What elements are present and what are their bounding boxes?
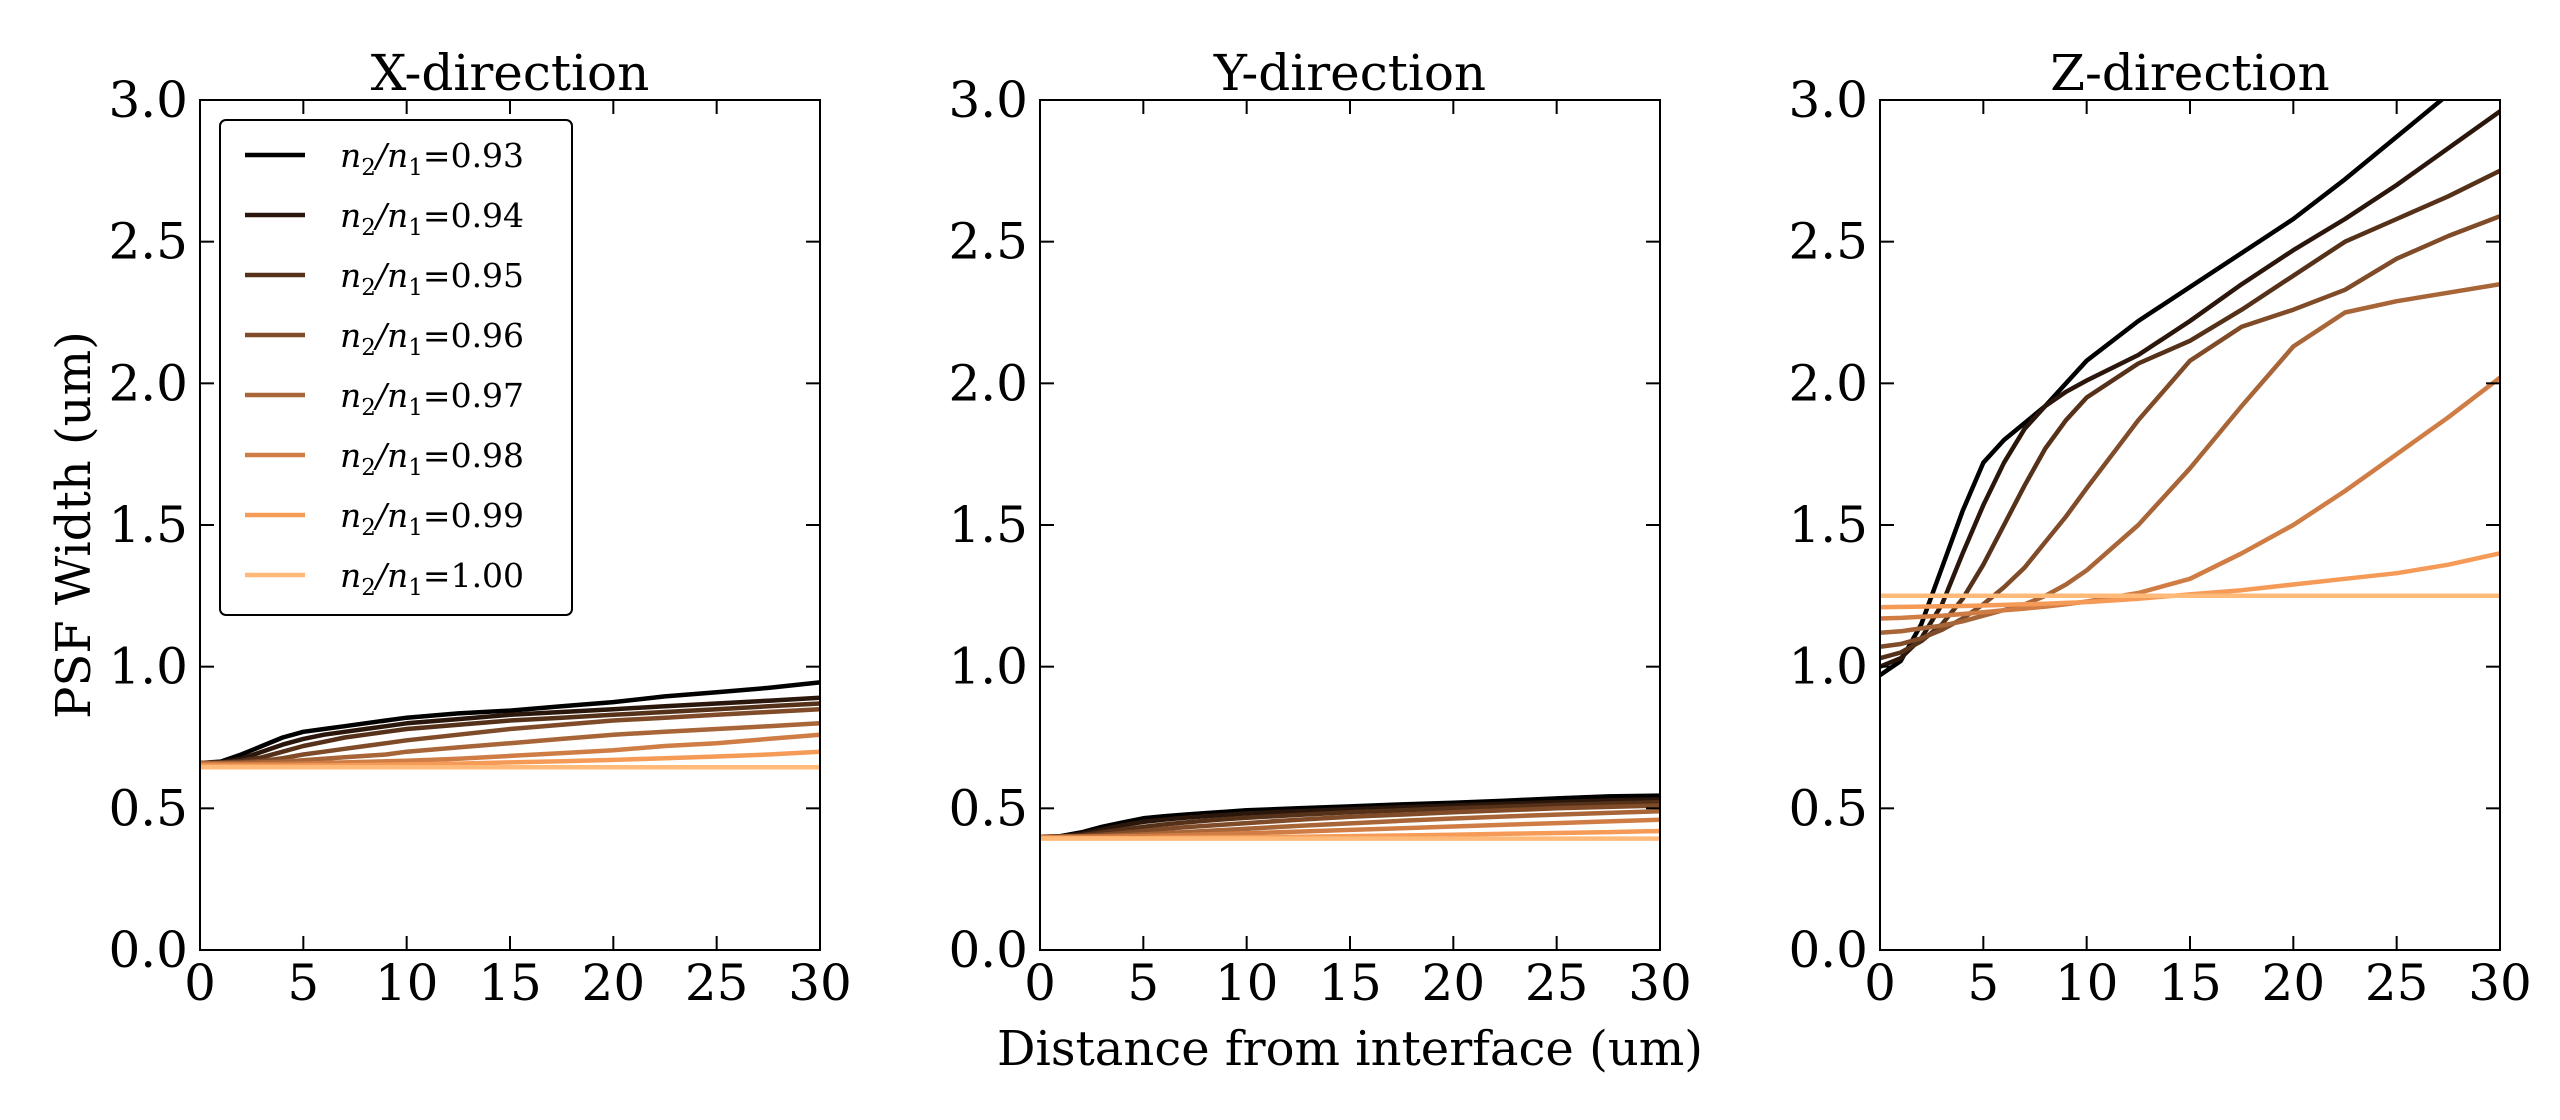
panel-x-direction: X-direction 0 5 10 15 20 25 30 0.0 0.5 1…: [108, 44, 851, 1012]
x-tick-label: 15: [478, 954, 542, 1012]
x-tick-label: 30: [788, 954, 852, 1012]
y-tick-label: 0.5: [948, 779, 1028, 837]
legend-label: n2/n1=0.98: [340, 436, 524, 481]
legend-label: n2/n1=0.99: [340, 496, 524, 541]
y-tick-label: 0.5: [1788, 779, 1868, 837]
y-tick-label: 2.5: [1788, 213, 1868, 271]
y-tick-label: 2.0: [108, 354, 188, 412]
legend-item: n2/n1=0.98: [245, 436, 524, 481]
y-tick-label: 3.0: [108, 71, 188, 129]
y-tick-label: 3.0: [948, 71, 1028, 129]
x-tick-label: 30: [1628, 954, 1692, 1012]
y-axis-label: PSF Width (um): [46, 331, 102, 719]
y-tick-label: 2.0: [1788, 354, 1868, 412]
y-tick-label: 0.0: [108, 921, 188, 979]
x-tick-label: 25: [1525, 954, 1589, 1012]
x-tick-label: 15: [1318, 954, 1382, 1012]
y-tick-label: 2.5: [948, 213, 1028, 271]
y-tick-label: 0.0: [1788, 921, 1868, 979]
x-tick-label: 10: [375, 954, 439, 1012]
x-tick-label: 20: [2262, 954, 2326, 1012]
x-tick-label: 5: [1967, 954, 1999, 1012]
legend-item: n2/n1=0.94: [245, 196, 524, 241]
x-tick-label: 10: [2055, 954, 2119, 1012]
x-tick-label: 0: [1864, 954, 1896, 1012]
series-line: [200, 680, 820, 766]
series-line: [200, 701, 820, 766]
panel-y-direction: Y-direction 0 5 10 15 20 25 30 0.0 0.5 1…: [948, 44, 1691, 1012]
x-tick-label: 15: [2158, 954, 2222, 1012]
x-tick-label: 25: [2365, 954, 2429, 1012]
series-line: [1880, 100, 2445, 678]
y-tick-label: 1.5: [948, 496, 1028, 554]
x-tick-label: 20: [582, 954, 646, 1012]
x-tick-label: 10: [1215, 954, 1279, 1012]
x-tick-label: 5: [1127, 954, 1159, 1012]
x-tick-label: 25: [685, 954, 749, 1012]
legend: n2/n1=0.93 n2/n1=0.94 n2/n1=0.95 n2/n1=0.96…: [219, 119, 573, 616]
legend-label: n2/n1=0.95: [340, 256, 524, 301]
y-tick-label: 1.0: [108, 638, 188, 696]
legend-item: n2/n1=0.95: [245, 256, 524, 301]
legend-label: n2/n1=0.93: [340, 136, 524, 181]
legend-item: n2/n1=0.99: [245, 496, 524, 541]
y-tick-label: 0.0: [948, 921, 1028, 979]
x-tick-label: 20: [1422, 954, 1486, 1012]
x-tick-label: 0: [184, 954, 216, 1012]
legend-label: n2/n1=0.94: [340, 196, 524, 241]
series-line: [200, 695, 820, 766]
legend-label: n2/n1=1.00: [340, 556, 524, 601]
series-line: [1040, 793, 1660, 839]
x-axis-label: Distance from interface (um): [997, 1021, 1703, 1077]
legend-label: n2/n1=0.97: [340, 376, 524, 421]
y-tick-label: 1.5: [1788, 496, 1868, 554]
x-tick-label: 5: [287, 954, 319, 1012]
panel-title: Z-direction: [2050, 44, 2330, 102]
y-tick-label: 2.0: [948, 354, 1028, 412]
legend-item: n2/n1=1.00: [245, 556, 524, 601]
panel-z-direction: Z-direction 0 5 10 15 20 25 30 0.0 0.5 1…: [1788, 44, 2531, 1012]
y-tick-label: 0.5: [108, 779, 188, 837]
y-tick-label: 1.0: [948, 638, 1028, 696]
x-tick-label: 30: [2468, 954, 2532, 1012]
legend-item: n2/n1=0.97: [245, 376, 524, 421]
series-line: [1880, 168, 2500, 661]
y-tick-label: 3.0: [1788, 71, 1868, 129]
legend-item: n2/n1=0.96: [245, 316, 524, 361]
panel-title: Y-direction: [1213, 44, 1486, 102]
y-tick-label: 1.0: [1788, 638, 1868, 696]
x-tick-label: 0: [1024, 954, 1056, 1012]
legend-item: n2/n1=0.93: [245, 136, 524, 181]
y-tick-label: 1.5: [108, 496, 188, 554]
panel-title: X-direction: [371, 44, 650, 102]
y-tick-label: 2.5: [108, 213, 188, 271]
series-line: [1880, 281, 2500, 635]
legend-label: n2/n1=0.96: [340, 316, 524, 361]
series-line: [1880, 213, 2500, 650]
legend-box: [219, 119, 573, 616]
series-line: [1880, 551, 2500, 610]
series-line: [1040, 797, 1660, 839]
series-line: [1040, 799, 1660, 839]
